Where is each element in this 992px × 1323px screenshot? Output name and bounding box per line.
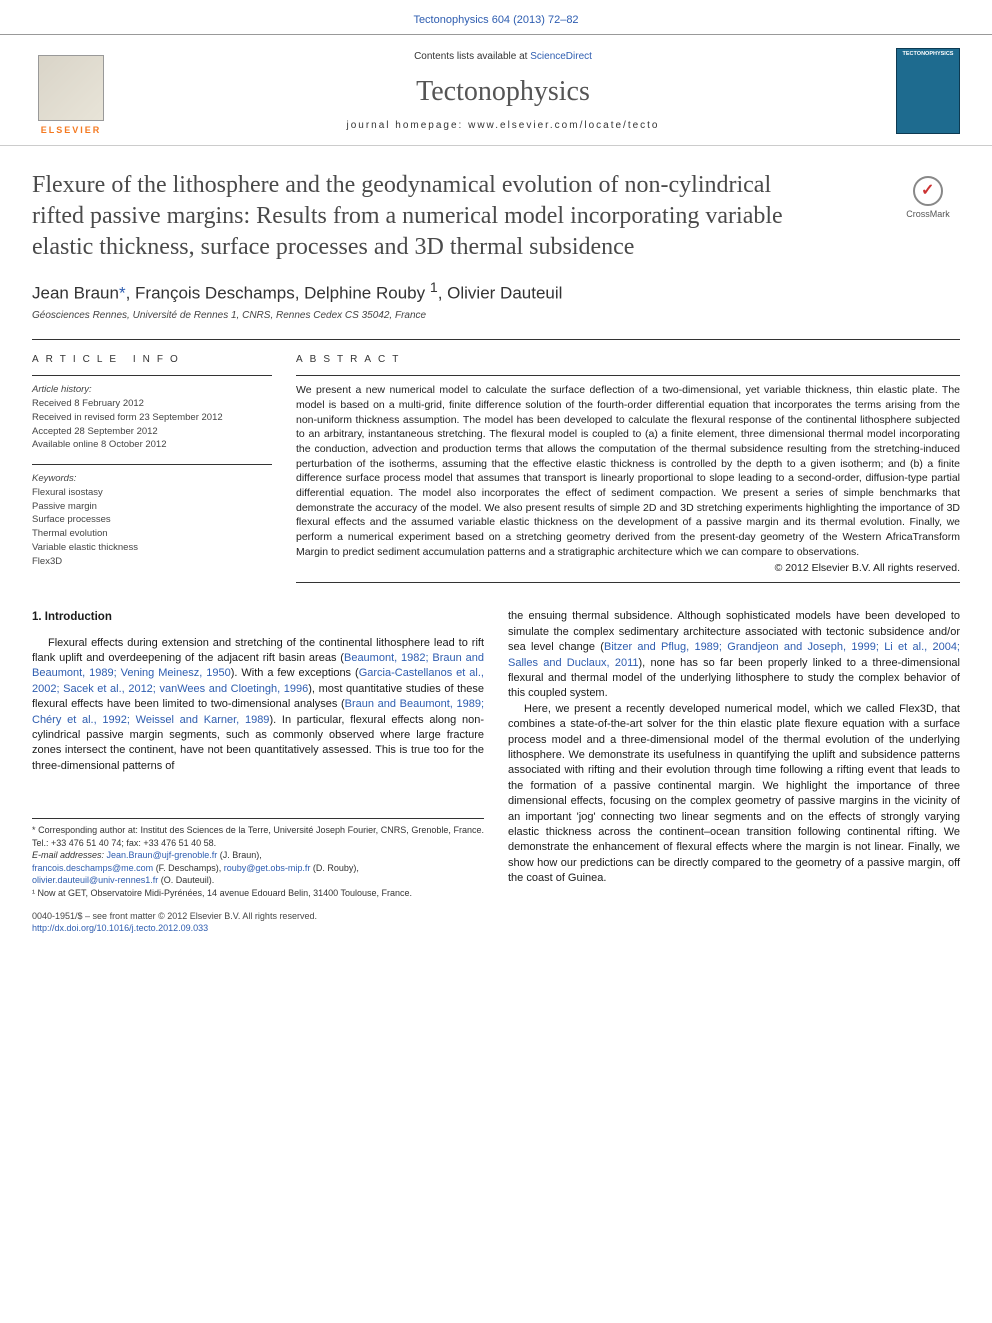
abstract-text: We present a new numerical model to calc… — [296, 375, 960, 559]
intro-paragraph-2: Here, we present a recently developed nu… — [508, 702, 960, 887]
email-header: E-mail addresses: — [32, 850, 107, 860]
article-title: Flexure of the lithosphere and the geody… — [32, 170, 792, 264]
history-received-rev: Received in revised form 23 September 20… — [32, 411, 272, 425]
journal-homepage: journal homepage: www.elsevier.com/locat… — [110, 120, 896, 131]
intro-paragraph-1-cont: the ensuing thermal subsidence. Although… — [508, 609, 960, 701]
article-history-block: Article history: Received 8 February 201… — [32, 375, 272, 452]
history-received: Received 8 February 2012 — [32, 397, 272, 411]
author-rest-b: , Olivier Dauteuil — [438, 283, 563, 302]
title-row: Flexure of the lithosphere and the geody… — [32, 170, 960, 264]
body-col-left: 1. Introduction Flexural effects during … — [32, 609, 484, 899]
keyword: Variable elastic thickness — [32, 541, 272, 555]
email-line: E-mail addresses: Jean.Braun@ujf-grenobl… — [32, 849, 484, 862]
crossmark-label: CrossMark — [906, 209, 950, 219]
article-info-column: ARTICLE INFO Article history: Received 8… — [32, 340, 272, 583]
article-main: Flexure of the lithosphere and the geody… — [0, 146, 992, 583]
homepage-prefix: journal homepage: — [346, 120, 468, 131]
author-1: Jean Braun — [32, 283, 119, 302]
journal-name: Tectonophysics — [110, 76, 896, 108]
intro-paragraph-1: Flexural effects during extension and st… — [32, 636, 484, 775]
page-footer: 0040-1951/$ – see front matter © 2012 El… — [0, 900, 992, 951]
keyword: Flexural isostasy — [32, 486, 272, 500]
contents-line: Contents lists available at ScienceDirec… — [110, 51, 896, 62]
keywords-block: Keywords: Flexural isostasy Passive marg… — [32, 464, 272, 568]
keyword: Flex3D — [32, 555, 272, 569]
elsevier-logo: ELSEVIER — [32, 47, 110, 135]
doi-link[interactable]: http://dx.doi.org/10.1016/j.tecto.2012.0… — [32, 923, 208, 933]
email-link[interactable]: Jean.Braun@ujf-grenoble.fr — [107, 850, 218, 860]
body-col-right: the ensuing thermal subsidence. Although… — [508, 609, 960, 899]
affiliation: Géosciences Rennes, Université de Rennes… — [32, 310, 960, 321]
elsevier-tree-icon — [38, 55, 104, 121]
corresponding-marker: * — [119, 283, 126, 302]
crossmark-badge[interactable]: CrossMark — [896, 176, 960, 219]
issn-line: 0040-1951/$ – see front matter © 2012 El… — [32, 910, 960, 923]
journal-header: ELSEVIER Contents lists available at Sci… — [0, 35, 992, 146]
history-accepted: Accepted 28 September 2012 — [32, 425, 272, 439]
citation-header: Tectonophysics 604 (2013) 72–82 — [0, 0, 992, 35]
abstract-column: ABSTRACT We present a new numerical mode… — [296, 340, 960, 583]
journal-cover-thumbnail: TECTONOPHYSICS — [896, 48, 960, 134]
email-name: (F. Deschamps), — [153, 863, 224, 873]
email-line: francois.deschamps@me.com (F. Deschamps)… — [32, 862, 484, 875]
email-link[interactable]: olivier.dauteuil@univ-rennes1.fr — [32, 875, 158, 885]
email-name: (J. Braun), — [217, 850, 262, 860]
text-run: ). With a few exceptions ( — [231, 667, 359, 679]
abstract-label: ABSTRACT — [296, 354, 960, 365]
journal-cover-label: TECTONOPHYSICS — [903, 51, 954, 57]
author-rest-a: , François Deschamps, Delphine Rouby — [126, 283, 430, 302]
info-abstract-row: ARTICLE INFO Article history: Received 8… — [32, 339, 960, 583]
keyword: Passive margin — [32, 500, 272, 514]
email-link[interactable]: francois.deschamps@me.com — [32, 863, 153, 873]
author-line: Jean Braun*, François Deschamps, Delphin… — [32, 280, 960, 304]
history-header: Article history: — [32, 383, 272, 397]
body-columns: 1. Introduction Flexural effects during … — [0, 583, 992, 899]
citation-link[interactable]: Tectonophysics 604 (2013) 72–82 — [413, 14, 578, 26]
email-name: (O. Dauteuil). — [158, 875, 214, 885]
keyword: Surface processes — [32, 513, 272, 527]
email-link[interactable]: rouby@get.obs-mip.fr — [224, 863, 311, 873]
keywords-header: Keywords: — [32, 472, 272, 486]
crossmark-icon — [913, 176, 943, 206]
corresponding-note: * Corresponding author at: Institut des … — [32, 824, 484, 849]
article-info-label: ARTICLE INFO — [32, 354, 272, 365]
homepage-url: www.elsevier.com/locate/tecto — [468, 120, 659, 131]
email-line: olivier.dauteuil@univ-rennes1.fr (O. Dau… — [32, 874, 484, 887]
sciencedirect-link[interactable]: ScienceDirect — [530, 51, 592, 62]
footnote-1: ¹ Now at GET, Observatoire Midi-Pyrénées… — [32, 887, 484, 900]
keyword: Thermal evolution — [32, 527, 272, 541]
history-online: Available online 8 October 2012 — [32, 438, 272, 452]
footnotes-block: * Corresponding author at: Institut des … — [32, 818, 484, 900]
email-name: (D. Rouby), — [310, 863, 359, 873]
contents-prefix: Contents lists available at — [414, 51, 530, 62]
elsevier-label: ELSEVIER — [41, 125, 102, 135]
journal-center-block: Contents lists available at ScienceDirec… — [110, 51, 896, 131]
abstract-copyright: © 2012 Elsevier B.V. All rights reserved… — [296, 562, 960, 583]
introduction-heading: 1. Introduction — [32, 609, 484, 625]
author-footnote-1: 1 — [430, 280, 438, 296]
